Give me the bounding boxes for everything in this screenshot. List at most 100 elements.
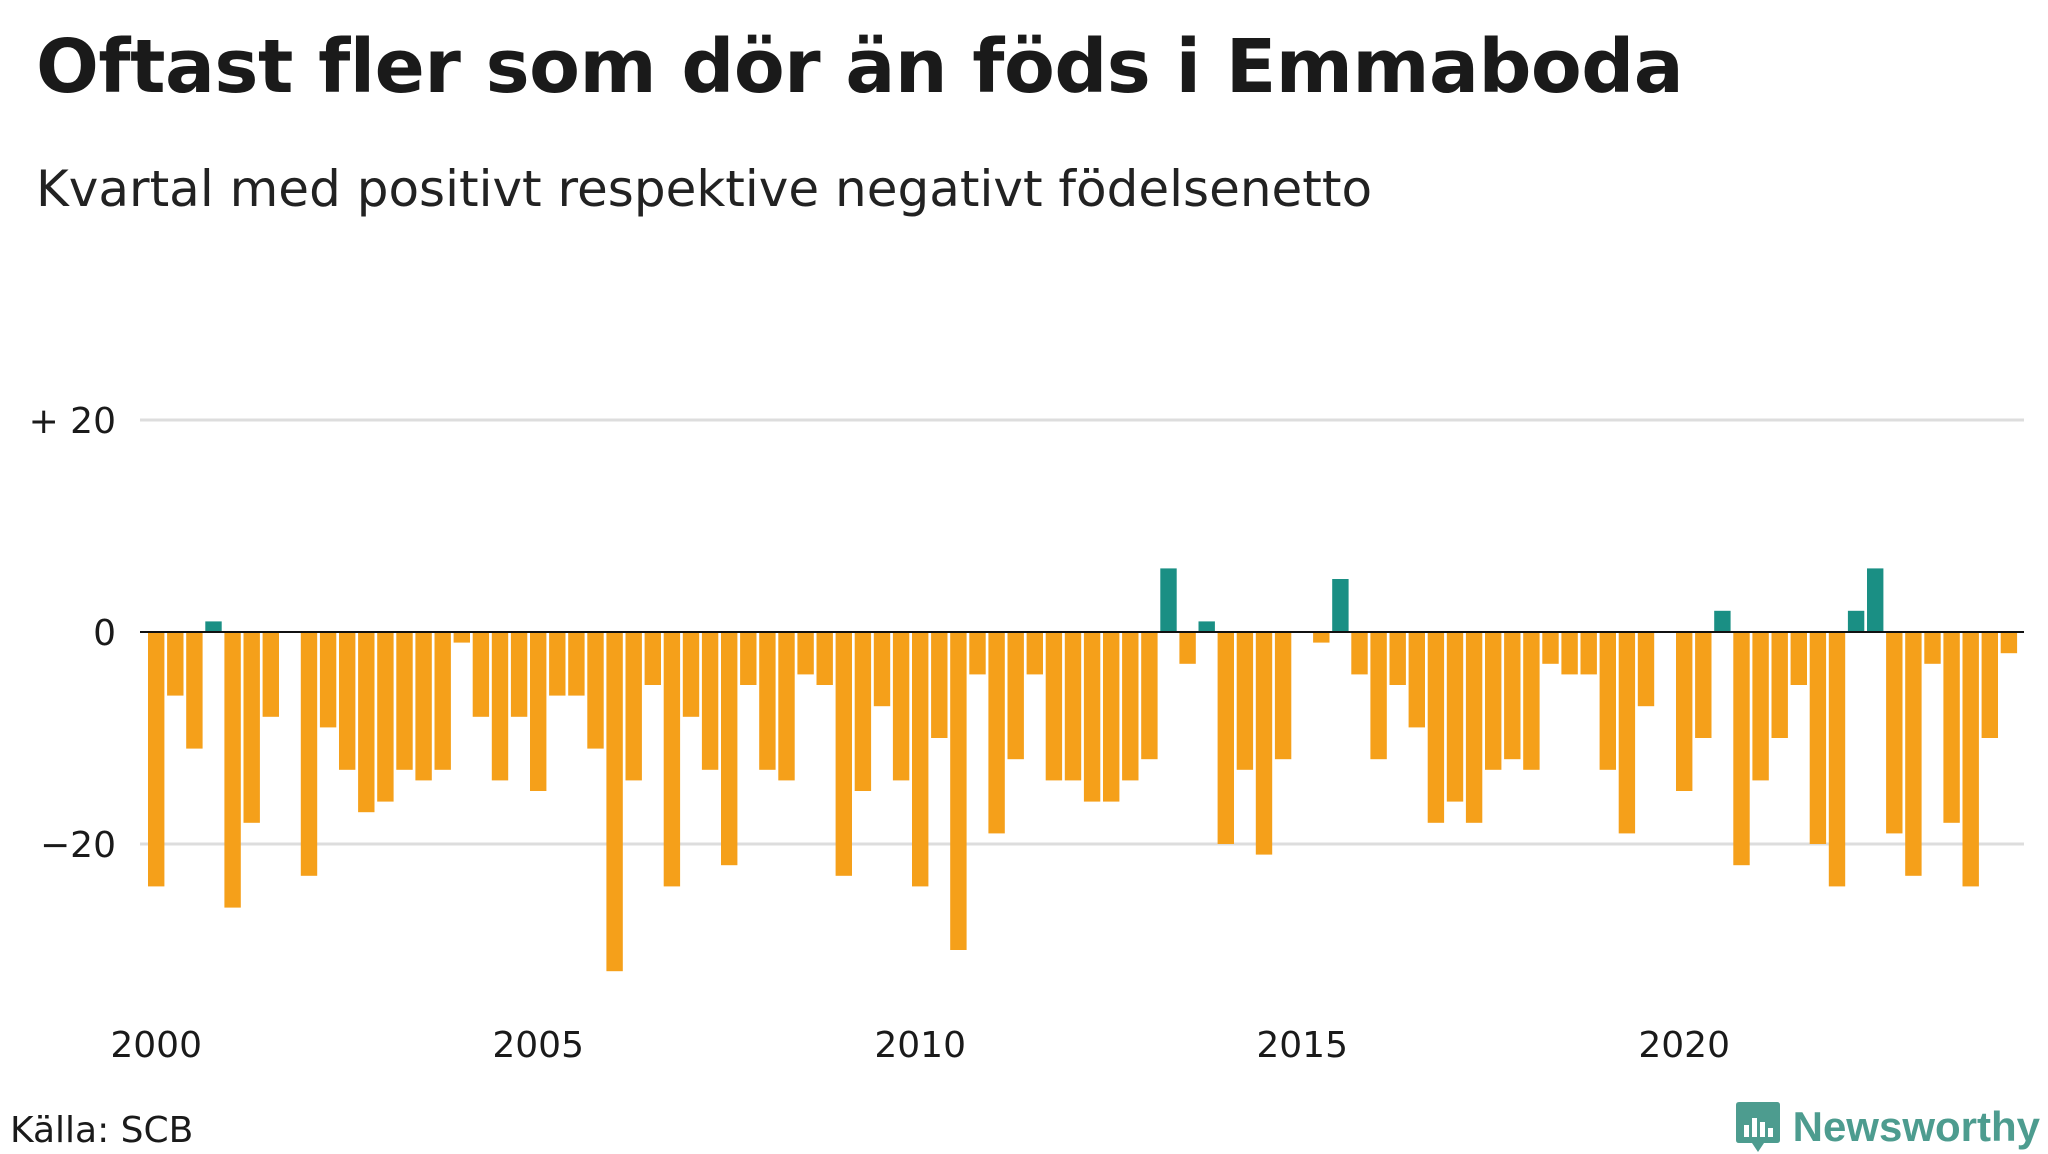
bar-2001-q2: [243, 632, 260, 823]
bar-2014-q3: [1255, 632, 1273, 855]
bar-2007-q2: [701, 632, 719, 770]
bar-2001-q1: [224, 632, 241, 908]
bar-2009-q3: [873, 632, 891, 707]
bar-2008-q4: [816, 632, 833, 685]
bar-2006-q1: [606, 632, 623, 972]
bar-2011-q4: [1045, 632, 1063, 781]
bar-2000-q2: [167, 632, 184, 696]
bar-2002-q2: [319, 632, 337, 728]
bar-2023-q2: [1924, 632, 1941, 664]
chart-title: Oftast fler som dör än föds i Emmaboda: [36, 24, 1684, 110]
bar-2009-q1: [835, 632, 852, 876]
bar-2017-q1: [1446, 632, 1464, 802]
bar-2012-q1: [1064, 632, 1082, 781]
bar-2016-q4: [1427, 632, 1445, 823]
bar-2018-q3: [1561, 632, 1578, 675]
bar-2000-q1: [148, 632, 165, 887]
bar-2020-q4: [1733, 632, 1750, 866]
bar-2016-q3: [1408, 632, 1425, 728]
bar-2008-q2: [778, 632, 795, 781]
bar-2016-q2: [1389, 632, 1406, 685]
bar-2010-q2: [931, 632, 948, 738]
bar-2014-q4: [1274, 632, 1292, 760]
bar-2015-q4: [1351, 632, 1368, 675]
bar-2020-q2: [1695, 632, 1712, 738]
bar-chart-badge-icon: [1735, 1102, 1780, 1152]
bar-2004-q1: [453, 632, 470, 643]
bar-2009-q4: [892, 632, 910, 781]
bar-2007-q3: [721, 632, 738, 866]
bar-2017-q4: [1504, 632, 1521, 760]
bar-2003-q1: [377, 632, 394, 802]
bar-2022-q1: [1828, 632, 1846, 887]
bar-2021-q1: [1752, 632, 1769, 781]
bar-2022-q4: [1886, 632, 1903, 834]
x-tick-label: 2010: [874, 1025, 966, 1066]
bar-2023-q1: [1905, 632, 1922, 876]
bars: [148, 568, 2018, 972]
bar-2004-q4: [510, 632, 528, 717]
bar-2021-q4: [1809, 632, 1827, 844]
y-tick-label: + 20: [29, 401, 116, 442]
bar-2013-q4: [1198, 621, 1215, 632]
bar-2011-q2: [1007, 632, 1024, 760]
x-axis-ticks: 2000 2005 2010 2015 2020: [110, 1025, 1730, 1066]
bar-2022-q3: [1867, 568, 1884, 632]
bar-2011-q3: [1026, 632, 1043, 675]
bar-2016-q1: [1370, 632, 1387, 760]
bar-2002-q4: [358, 632, 375, 813]
bar-2008-q3: [797, 632, 814, 675]
x-tick-label: 2020: [1638, 1025, 1730, 1066]
source-note: Källa: SCB: [10, 1110, 194, 1151]
bar-2006-q3: [644, 632, 661, 685]
bar-2008-q1: [759, 632, 776, 770]
bar-2020-q3: [1714, 610, 1731, 632]
x-tick-label: 2005: [492, 1025, 584, 1066]
bar-2021-q3: [1790, 632, 1807, 685]
bar-2002-q1: [300, 632, 318, 876]
bar-2020-q1: [1676, 632, 1693, 791]
bar-2000-q3: [186, 632, 203, 749]
bar-2012-q3: [1103, 632, 1120, 802]
bar-2011-q1: [988, 632, 1005, 834]
y-tick-label: 0: [93, 613, 116, 654]
bar-2003-q2: [396, 632, 413, 770]
y-tick-label: −20: [40, 825, 116, 866]
y-axis-ticks: + 20 0 −20: [29, 401, 116, 866]
x-tick-label: 2015: [1256, 1025, 1348, 1066]
bar-2000-q4: [205, 621, 222, 632]
bar-2019-q3: [1637, 632, 1655, 707]
bar-2023-q3: [1943, 632, 1960, 823]
chart-subtitle: Kvartal med positivt respektive negativt…: [36, 160, 1373, 218]
grid-lines: [140, 418, 2024, 846]
bar-2012-q4: [1122, 632, 1139, 781]
bar-2005-q2: [549, 632, 566, 696]
bar-2014-q1: [1217, 632, 1234, 844]
bar-2015-q3: [1332, 579, 1349, 632]
bar-2019-q1: [1599, 632, 1616, 770]
bar-2004-q3: [491, 632, 509, 781]
bar-2024-q2: [2000, 632, 2018, 654]
bar-2017-q3: [1485, 632, 1502, 770]
bar-2004-q2: [472, 632, 490, 717]
brand-name: Newsworthy: [1792, 1103, 2040, 1150]
bar-2003-q4: [434, 632, 451, 770]
bar-2002-q3: [339, 632, 356, 770]
bar-2022-q2: [1847, 610, 1865, 632]
bar-2013-q3: [1179, 632, 1196, 664]
bar-2018-q2: [1542, 632, 1559, 664]
bar-2023-q4: [1962, 632, 1979, 887]
bar-2005-q3: [568, 632, 585, 696]
bar-2021-q2: [1771, 632, 1788, 738]
bar-2007-q4: [740, 632, 757, 685]
bar-2015-q2: [1313, 632, 1330, 643]
bar-2024-q1: [1981, 632, 1998, 738]
bar-2010-q1: [912, 632, 929, 887]
x-tick-label: 2000: [110, 1025, 202, 1066]
bar-2018-q4: [1580, 632, 1597, 675]
bar-2010-q4: [969, 632, 986, 675]
bar-2019-q2: [1618, 632, 1636, 834]
bar-2013-q2: [1160, 568, 1177, 632]
bar-2005-q1: [530, 632, 547, 791]
